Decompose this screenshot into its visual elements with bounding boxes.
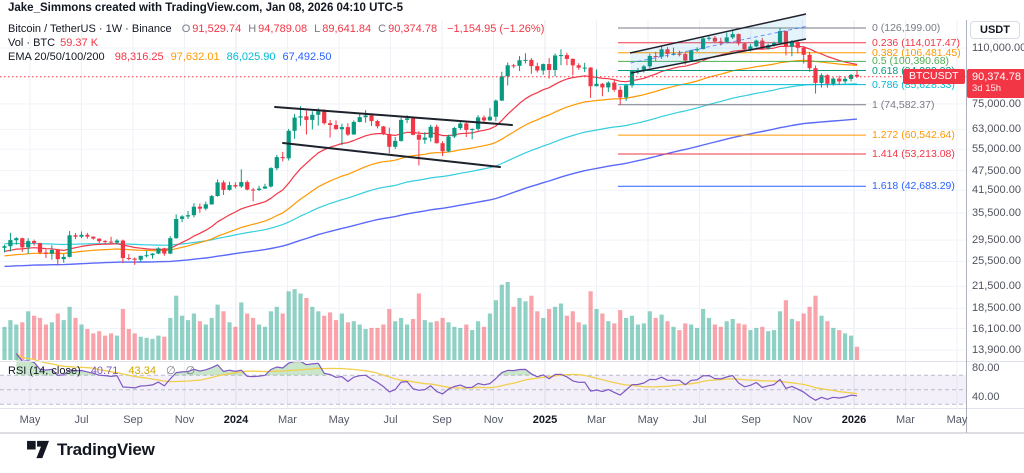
- ohlc-key: H: [248, 23, 257, 35]
- rsi-empty-value: ∅: [185, 365, 196, 377]
- attribution-text: Jake_Simmons created with TradingView.co…: [8, 2, 404, 14]
- time-tick-label: May: [637, 414, 659, 426]
- ema-value: 98,316.25: [114, 51, 164, 63]
- rsi-tick-label: 80.00: [972, 362, 1000, 374]
- ohlc-value: 89,641.84: [322, 23, 372, 35]
- price-tick-label: 25,500.00: [972, 255, 1021, 268]
- symbol-legend[interactable]: Bitcoin / TetherUS · 1W · Binance O 91,52…: [8, 23, 544, 35]
- time-tick-label: Jul: [692, 414, 707, 426]
- ohlc-key: O: [181, 23, 191, 35]
- ema-label: EMA 20/50/100/200: [8, 51, 105, 63]
- volume-legend[interactable]: Vol · BTC 59.37 K: [8, 37, 98, 49]
- rsi-label: RSI (14, close): [8, 365, 81, 377]
- fib-level-label: 1.272 (60,542.64): [872, 129, 955, 142]
- rsi-empty-value: ∅: [166, 365, 176, 377]
- price-tick-label: 55,000.00: [972, 143, 1021, 156]
- time-tick-label: 2024: [223, 414, 249, 426]
- ema-value: 86,025.90: [226, 51, 276, 63]
- rsi-ma-value: 43.34: [128, 365, 156, 377]
- brand-name: TradingView: [57, 439, 155, 459]
- time-tick-label: Mar: [896, 414, 915, 426]
- price-tick-label: 63,000.00: [972, 123, 1021, 136]
- tradingview-logo-icon: [27, 440, 49, 459]
- fib-level-label: 1.618 (42,683.29): [872, 180, 955, 193]
- bar-countdown: 3d 15h: [972, 82, 1002, 94]
- fib-level-label: 1.414 (53,213.08): [872, 148, 955, 160]
- price-tick-label: 13,900.00: [972, 344, 1021, 356]
- ohlc-key: L: [314, 23, 321, 35]
- time-tick-label: Sep: [432, 414, 452, 426]
- last-price-value: 90,374.78: [972, 70, 1021, 83]
- time-tick-label: Sep: [123, 414, 143, 426]
- symbol-price-label: BTCUSDT: [903, 69, 965, 85]
- time-tick-label: Sep: [741, 414, 761, 426]
- time-tick-label: Jul: [74, 414, 89, 426]
- volume-value: 59.37 K: [60, 37, 99, 49]
- symbol-title: Bitcoin / TetherUS · 1W · Binance: [8, 23, 172, 35]
- price-tick-label: 29,500.00: [972, 234, 1021, 247]
- fib-level-label: 1 (74,582.37): [872, 98, 935, 111]
- price-tick-label: 21,500.00: [972, 280, 1021, 293]
- time-tick-label: 2025: [532, 414, 558, 426]
- ohlc-value: 91,529.74: [192, 23, 242, 35]
- rsi-value: 40.71: [90, 365, 119, 377]
- price-tick-label: 18,500.00: [972, 302, 1021, 315]
- fib-level-label: 0.382 (106,481.45): [872, 46, 961, 59]
- ema-legend[interactable]: EMA 20/50/100/200 98,316.25 97,632.01 86,0…: [8, 51, 331, 63]
- fib-level-label: 0.5 (100,390.68): [872, 55, 950, 68]
- ohlc-values: O 91,529.74 H 94,789.08 L 89,641.84 C 90,374.78: [175, 23, 437, 35]
- ohlc-key: C: [378, 23, 387, 35]
- price-tick-label: 16,100.00: [972, 322, 1021, 335]
- time-tick-label: Nov: [483, 414, 504, 426]
- price-tick-label: 35,500.00: [972, 207, 1021, 220]
- time-tick-label: Nov: [174, 414, 195, 426]
- price-tick-label: 75,000.00: [972, 97, 1021, 110]
- price-change: −1,154.95 (−1.26%): [447, 23, 545, 35]
- currency-toggle-button[interactable]: USDT: [970, 21, 1020, 39]
- time-tick-label: 2026: [841, 414, 867, 426]
- time-tick-label: Jul: [383, 414, 398, 426]
- ema-value: 67,492.50: [282, 51, 332, 63]
- price-tick-label: 47,500.00: [972, 164, 1021, 177]
- footer-branding[interactable]: TradingView: [27, 439, 155, 460]
- fib-level-label: 0.236 (114,017.47): [872, 36, 960, 49]
- ohlc-value: 90,374.78: [388, 23, 438, 35]
- price-tick-label: 41,500.00: [972, 184, 1021, 197]
- rsi-tick-label: 40.00: [972, 391, 1000, 403]
- ohlc-value: 94,789.08: [258, 23, 308, 35]
- price-tick-label: 110,000.00: [972, 42, 1024, 54]
- time-tick-label: Nov: [792, 414, 813, 426]
- time-tick-label: Mar: [587, 414, 606, 426]
- time-tick-label: Mar: [278, 414, 297, 426]
- last-price-badge: 90,374.78 3d 15h: [967, 68, 1024, 98]
- volume-label: Vol · BTC: [8, 37, 56, 49]
- ema-values: 98,316.25 97,632.01 86,025.90 67,492.50: [108, 51, 332, 63]
- time-tick-label: May: [328, 414, 350, 426]
- time-tick-label: May: [946, 414, 968, 426]
- time-tick-label: May: [19, 414, 41, 426]
- fib-level-label: 0 (126,199.00): [872, 21, 941, 34]
- rsi-legend[interactable]: RSI (14, close) 40.71 43.34 ∅ ∅: [8, 364, 195, 377]
- ema-value: 97,632.01: [170, 51, 220, 63]
